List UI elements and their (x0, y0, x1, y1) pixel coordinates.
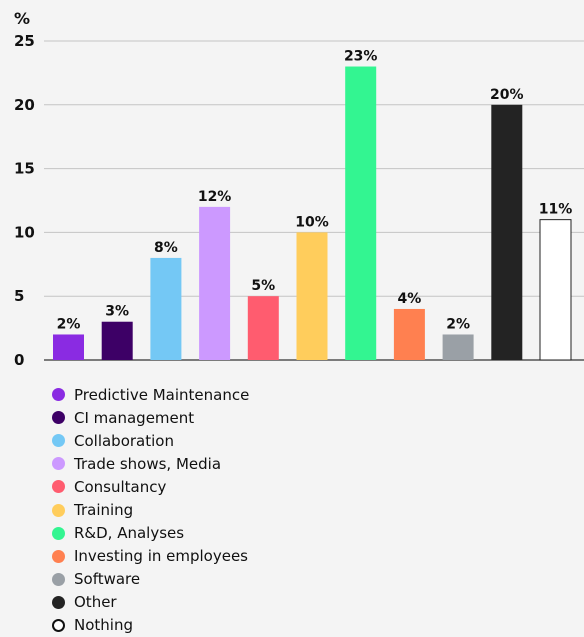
bar (199, 206, 231, 360)
legend: Predictive Maintenance CI management Colla… (52, 383, 249, 637)
legend-item: Nothing (52, 614, 249, 637)
bar (296, 232, 328, 360)
data-label: 2% (446, 316, 470, 332)
y-tick-label: 5 (14, 287, 24, 305)
bar (442, 334, 474, 360)
legend-marker-icon (52, 595, 65, 609)
bar (101, 321, 133, 360)
legend-label: Software (74, 570, 141, 589)
bars (53, 66, 572, 361)
data-label: 11% (539, 202, 573, 218)
bar (539, 219, 572, 361)
y-tick-label: 25 (14, 32, 35, 50)
data-label: 2% (57, 316, 81, 332)
bar (53, 334, 84, 360)
legend-label: Nothing (74, 616, 133, 635)
legend-marker-icon (52, 434, 65, 448)
data-label: 10% (295, 214, 329, 230)
legend-marker-icon (52, 388, 65, 402)
bar-chart: % 0 5 10 15 20 25 2% 3% 8% 12% 5% 10% 23% 4% 2% 20% 11% (14, 9, 584, 369)
data-label: 12% (198, 189, 232, 205)
legend-label: R&D, Analyses (74, 524, 185, 543)
legend-marker-icon (52, 526, 65, 540)
legend-item: Software (52, 568, 249, 591)
y-axis-label: % (14, 9, 30, 28)
y-tick-label: 0 (14, 351, 24, 369)
legend-item: Investing in employees (52, 545, 249, 568)
y-tick-labels: 0 5 10 15 20 25 (14, 32, 35, 369)
legend-label: Trade shows, Media (74, 454, 222, 473)
legend-item: R&D, Analyses (52, 522, 249, 545)
legend-item: Other (52, 591, 249, 614)
legend-marker-icon (52, 457, 65, 471)
legend-marker-icon (52, 618, 65, 632)
data-label: 20% (490, 87, 524, 103)
bar (150, 257, 182, 360)
legend-label: Consultancy (74, 477, 167, 496)
legend-label: Investing in employees (74, 547, 248, 566)
data-label: 3% (105, 304, 129, 320)
data-label: 23% (344, 49, 378, 65)
legend-marker-icon (52, 572, 65, 586)
legend-marker-icon (52, 480, 65, 494)
y-tick-label: 20 (14, 96, 35, 114)
legend-label: Predictive Maintenance (74, 385, 250, 404)
legend-item: Consultancy (52, 475, 249, 498)
legend-label: Collaboration (74, 431, 174, 450)
legend-item: Trade shows, Media (52, 452, 249, 475)
data-label: 4% (398, 291, 422, 307)
bar (393, 308, 425, 360)
legend-label: CI management (74, 408, 195, 427)
legend-item: Predictive Maintenance (52, 383, 249, 406)
y-tick-label: 15 (14, 160, 35, 178)
legend-label: Other (74, 593, 117, 612)
bar (491, 104, 523, 360)
data-label: 5% (251, 278, 275, 294)
legend-item: CI management (52, 406, 249, 429)
legend-label: Training (74, 501, 134, 520)
legend-marker-icon (52, 503, 65, 517)
legend-item: Training (52, 498, 249, 521)
legend-marker-icon (52, 411, 65, 425)
y-tick-label: 10 (14, 223, 35, 241)
bar (345, 66, 377, 361)
legend-marker-icon (52, 549, 65, 563)
data-label: 8% (154, 240, 178, 256)
legend-item: Collaboration (52, 429, 249, 452)
bar (247, 296, 279, 360)
data-labels: 2% 3% 8% 12% 5% 10% 23% 4% 2% 20% 11% (57, 49, 573, 333)
